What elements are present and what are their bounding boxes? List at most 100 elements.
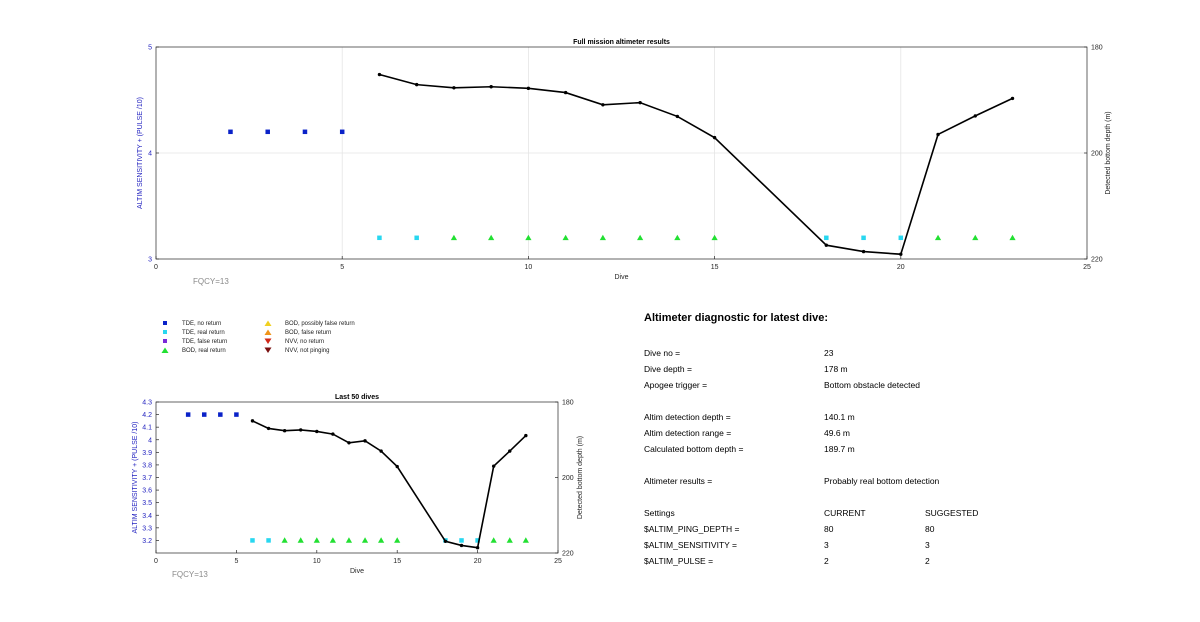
depth-point [299, 428, 303, 432]
legend: TDE, no return TDE, real return TDE, false… [155, 320, 475, 360]
data-point-square [414, 235, 419, 241]
legend-item: TDE, false return [160, 338, 227, 345]
data-point-triangle [345, 537, 353, 543]
legend-marker [264, 347, 272, 353]
data-point-square [266, 538, 271, 543]
depth-point [282, 428, 287, 433]
legend-symbol [264, 320, 272, 326]
detection-depth-value: 140.1 m [824, 412, 855, 422]
legend-symbol [264, 338, 272, 344]
depth-point [377, 72, 382, 77]
data-point-square [475, 538, 480, 543]
y-tick-label-left: 3 [148, 257, 152, 264]
y-tick-label-left: 3.4 [142, 513, 152, 520]
y-tick-label-left: 4.2 [142, 412, 152, 419]
depth-point [250, 419, 255, 423]
setting-suggested: 80 [925, 524, 935, 534]
data-point-square [201, 412, 207, 417]
legend-marker [163, 321, 167, 325]
setting-suggested: 3 [925, 540, 930, 550]
y-axis-label-left: ALTIM SENSITIVITY + (PULSE /10) [137, 97, 144, 209]
x-axis-label: Dive [614, 274, 628, 281]
y-tick-label-right: 220 [1091, 257, 1103, 264]
data-point-square [302, 129, 308, 135]
data-point-triangle [281, 537, 288, 543]
y-tick-label-right: 180 [562, 400, 574, 407]
diagnostic-title: Altimeter diagnostic for latest dive: [644, 312, 828, 324]
data-point-square [898, 235, 904, 241]
fqcy-annotation: FQCY=13 [193, 277, 229, 286]
legend-symbol [163, 339, 167, 343]
data-point-square [339, 129, 345, 135]
legend-marker [264, 320, 272, 326]
x-tick-label: 10 [313, 558, 321, 565]
y-axis-label-left: ALTIM SENSITIVITY + (PULSE /10) [132, 422, 139, 534]
depth-line [379, 73, 1013, 256]
legend-marker [161, 347, 169, 353]
depth-point [363, 439, 367, 443]
detection-depth-label: Altim detection depth = [644, 412, 731, 422]
setting-current: 3 [824, 540, 829, 550]
legend-symbol [163, 321, 167, 325]
x-tick-label: 0 [154, 264, 158, 271]
y-tick-label-right: 200 [562, 475, 574, 482]
data-point-triangle [525, 234, 532, 241]
depth-point [475, 546, 480, 550]
detection-range-value: 49.6 m [824, 428, 850, 438]
legend-item: TDE, real return [160, 329, 225, 336]
y-tick-label-left: 3.8 [142, 462, 152, 469]
legend-label: NVV, no return [285, 339, 325, 346]
legend-label: BOD, possibly false return [285, 321, 355, 328]
setting-name: $ALTIM_PING_DEPTH = [644, 524, 740, 534]
y-tick-label-left: 4 [148, 437, 152, 444]
dive-no-value: 23 [824, 348, 834, 358]
x-tick-label: 0 [154, 558, 158, 565]
y-tick-label-left: 5 [148, 45, 152, 52]
legend-marker [264, 329, 272, 335]
settings-label: Settings [644, 508, 675, 518]
depth-point [266, 426, 271, 431]
data-point-square [228, 129, 233, 135]
suggested-header: SUGGESTED [925, 508, 979, 518]
data-point-triangle [562, 234, 569, 241]
setting-current: 80 [824, 524, 834, 534]
data-point-triangle [522, 537, 529, 543]
x-tick-label: 15 [711, 264, 719, 271]
y-tick-label-left: 3.2 [142, 538, 152, 545]
depth-point [899, 252, 903, 256]
depth-point [347, 441, 351, 445]
data-point-triangle [599, 234, 606, 241]
x-tick-label: 20 [474, 558, 482, 565]
data-point-triangle [506, 537, 513, 543]
depth-point [526, 86, 531, 91]
depth-point [395, 464, 399, 469]
legend-item: BOD, possibly false return [263, 320, 355, 327]
y-tick-label-right: 220 [562, 551, 574, 558]
depth-point [443, 539, 448, 543]
x-tick-label: 25 [554, 558, 562, 565]
last-50-dives-chart: 0 5 10 15 20 25 3.2 3.3 3.4 3.5 3.6 3.7 3.8 3.9 4 4.1 4.… [132, 394, 584, 579]
legend-label: TDE, false return [182, 339, 228, 346]
depth-point [452, 86, 456, 90]
data-point-square [218, 412, 223, 417]
fqcy-annotation: FQCY=13 [172, 570, 208, 579]
data-point-triangle [934, 234, 942, 241]
depth-point [563, 90, 568, 95]
data-point-triangle [313, 537, 320, 543]
x-axis-label: Dive [350, 568, 364, 575]
y-tick-label-left: 4 [148, 151, 152, 158]
legend-symbol [264, 329, 272, 335]
data-point-triangle [488, 234, 495, 241]
depth-line [252, 420, 527, 549]
legend-marker [163, 330, 167, 334]
data-point-triangle [450, 234, 458, 241]
chart-title: Full mission altimeter results [573, 39, 670, 46]
data-point-square [234, 412, 239, 417]
data-point-triangle [297, 537, 304, 543]
x-tick-label: 20 [897, 264, 905, 271]
depth-point [936, 132, 940, 137]
x-tick-label: 15 [393, 558, 401, 565]
data-point-triangle [361, 537, 369, 543]
plot-frame [155, 401, 559, 554]
legend-marker [163, 339, 167, 343]
